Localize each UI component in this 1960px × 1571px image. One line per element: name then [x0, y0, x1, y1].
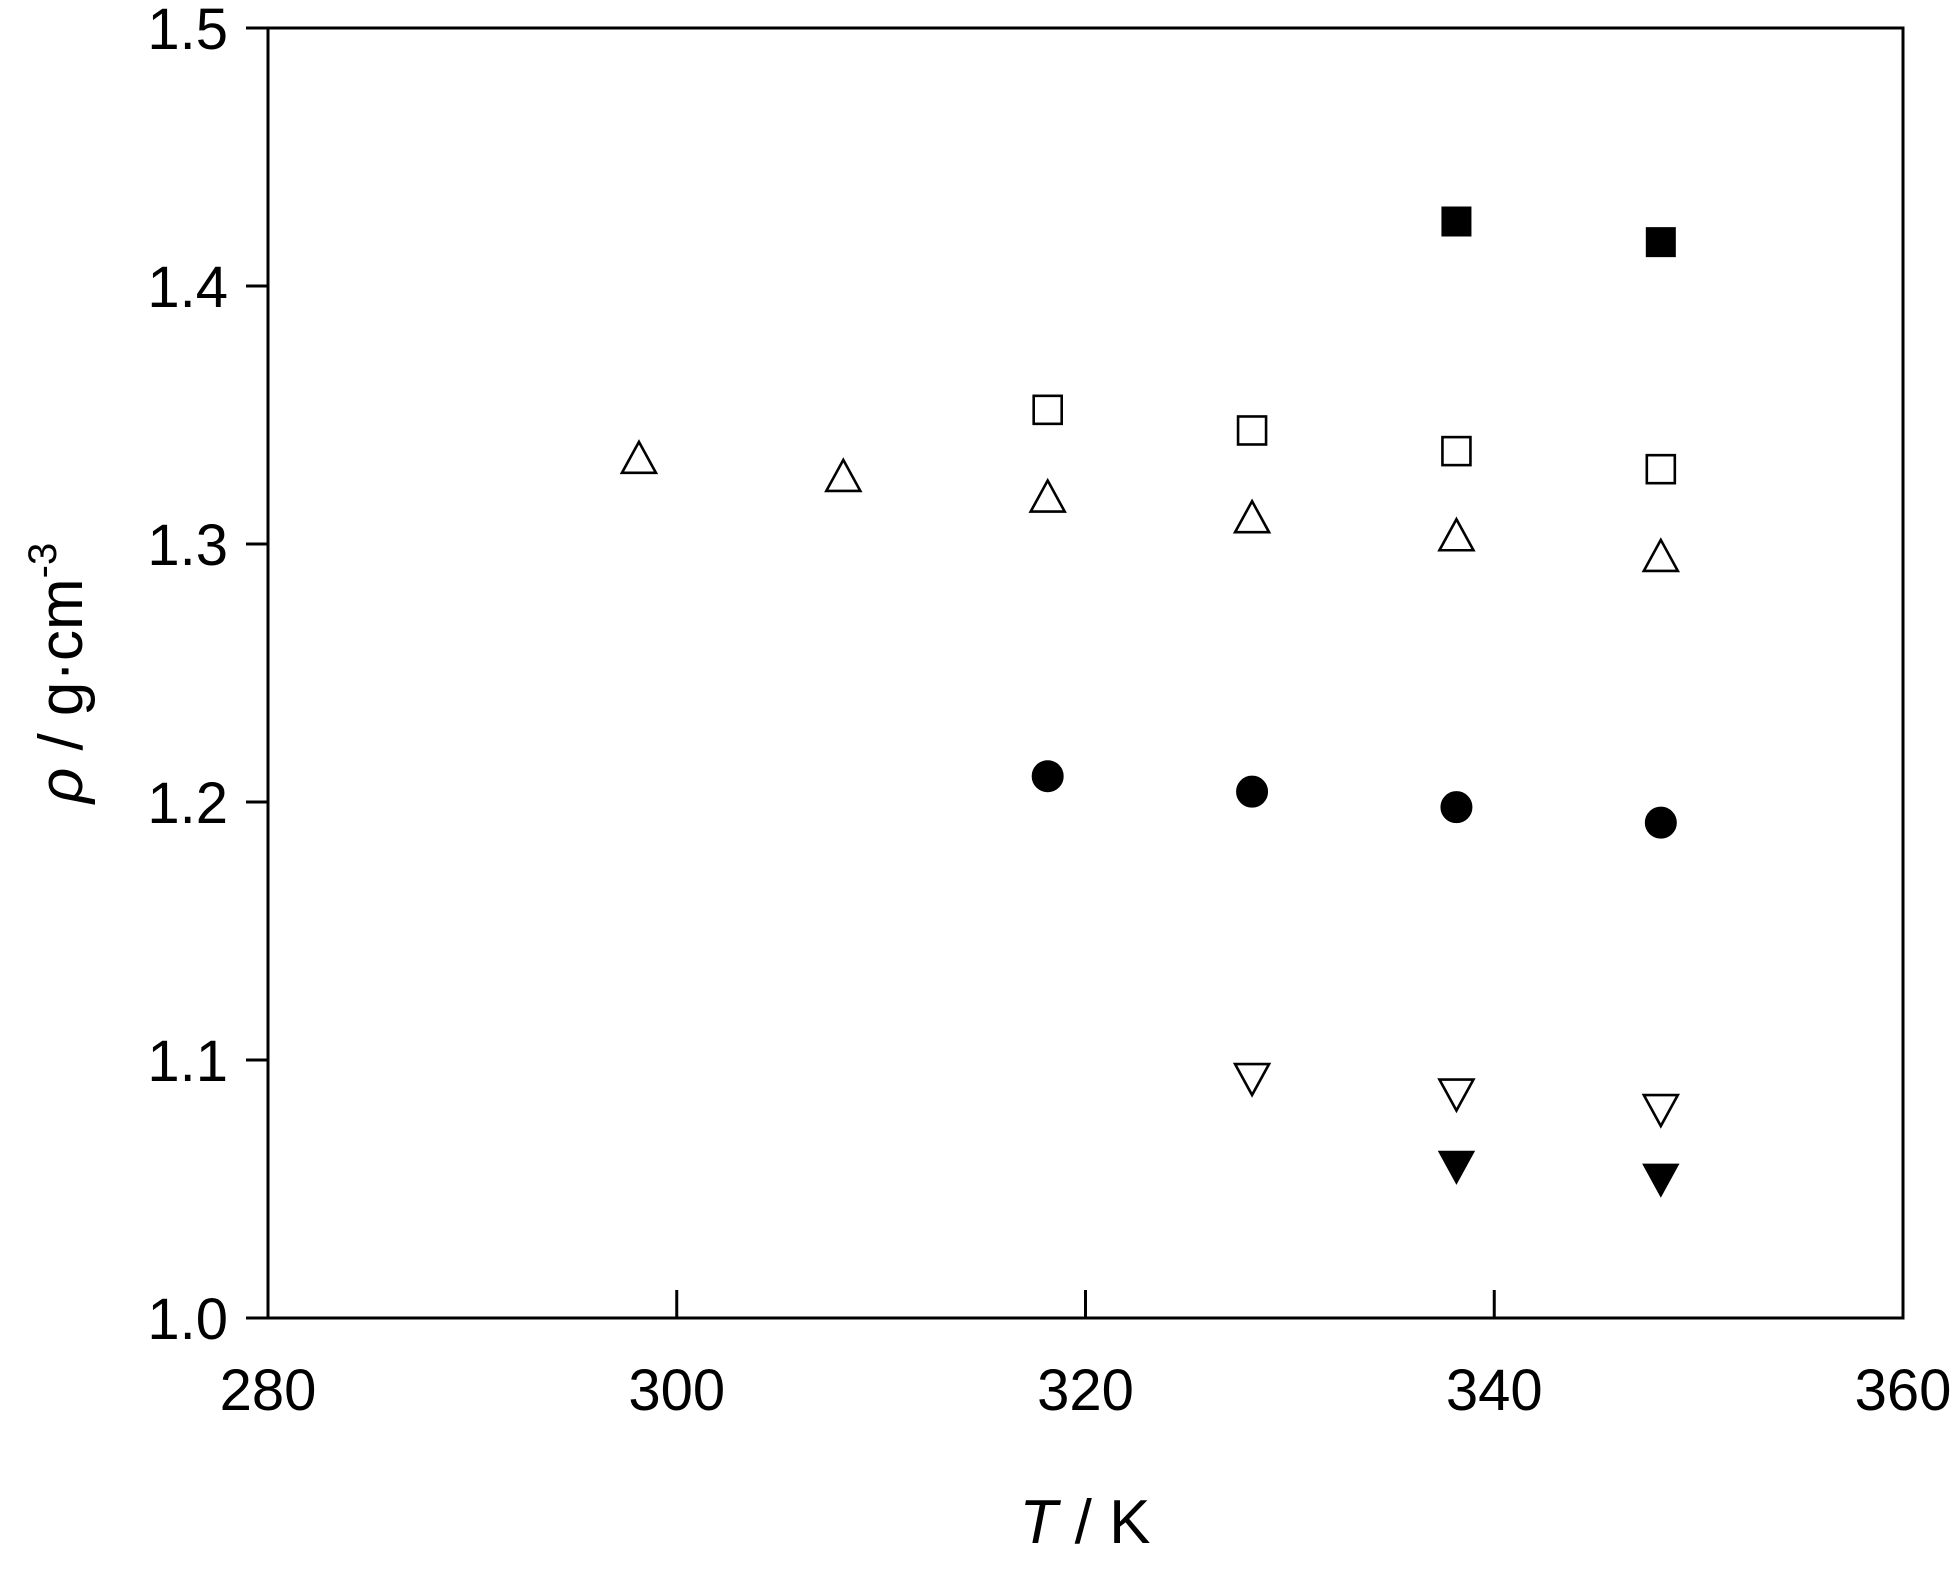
data-point-triangle-up: [1437, 516, 1476, 552]
data-point-triangle-up: [619, 439, 659, 475]
data-point-square: [1645, 227, 1676, 258]
axis-tick-labels: 280 300 320 340 360 1.0 1.1 1.2 1.3 1.4 1.5: [147, 0, 1951, 1423]
x-tick-label: 360: [1855, 1358, 1952, 1423]
plot-frame: [266, 26, 1905, 1320]
data-point-circle: [1644, 806, 1677, 839]
data-point-square: [1032, 394, 1063, 426]
data-point-square: [1645, 453, 1677, 485]
data-point-triangle-down: [1641, 1093, 1681, 1129]
data-point-triangle-up: [1641, 537, 1681, 573]
y-tick-label: 1.0: [147, 1287, 228, 1352]
y-axis-symbol: ρ: [27, 768, 96, 806]
data-points: [619, 206, 1681, 1198]
data-point-square: [1441, 435, 1472, 467]
y-axis-title: ρ / g·cm-3: [21, 543, 96, 806]
data-point-triangle-up: [1028, 477, 1067, 513]
data-point-triangle-down: [1437, 1078, 1476, 1114]
y-axis-exponent: -3: [21, 543, 65, 579]
data-point-circle: [1236, 775, 1269, 808]
y-tick-label: 1.1: [147, 1029, 228, 1094]
x-axis-symbol: T: [1020, 1488, 1062, 1557]
data-point-circle: [1440, 791, 1473, 824]
data-point-square: [1441, 206, 1472, 237]
data-point-square: [1236, 415, 1268, 446]
y-tick-label: 1.2: [147, 771, 228, 836]
x-tick-label: 340: [1446, 1358, 1543, 1423]
axis-ticks: [246, 26, 1905, 1320]
x-axis-unit: / K: [1057, 1488, 1150, 1557]
x-tick-label: 300: [628, 1358, 725, 1423]
x-tick-label: 280: [220, 1358, 317, 1423]
data-point-circle: [1031, 760, 1064, 793]
data-point-triangle-down: [1642, 1163, 1680, 1198]
y-tick-label: 1.5: [147, 0, 228, 62]
data-point-triangle-up: [824, 457, 863, 493]
y-tick-label: 1.4: [147, 255, 228, 320]
data-point-triangle-up: [1232, 498, 1272, 534]
data-point-triangle-down: [1437, 1150, 1476, 1185]
x-axis-title: T / K: [1020, 1488, 1151, 1557]
y-axis-unit: / g·cm: [27, 578, 96, 767]
x-tick-label: 320: [1037, 1358, 1134, 1423]
y-tick-label: 1.3: [147, 513, 228, 578]
data-point-triangle-down: [1232, 1062, 1272, 1098]
